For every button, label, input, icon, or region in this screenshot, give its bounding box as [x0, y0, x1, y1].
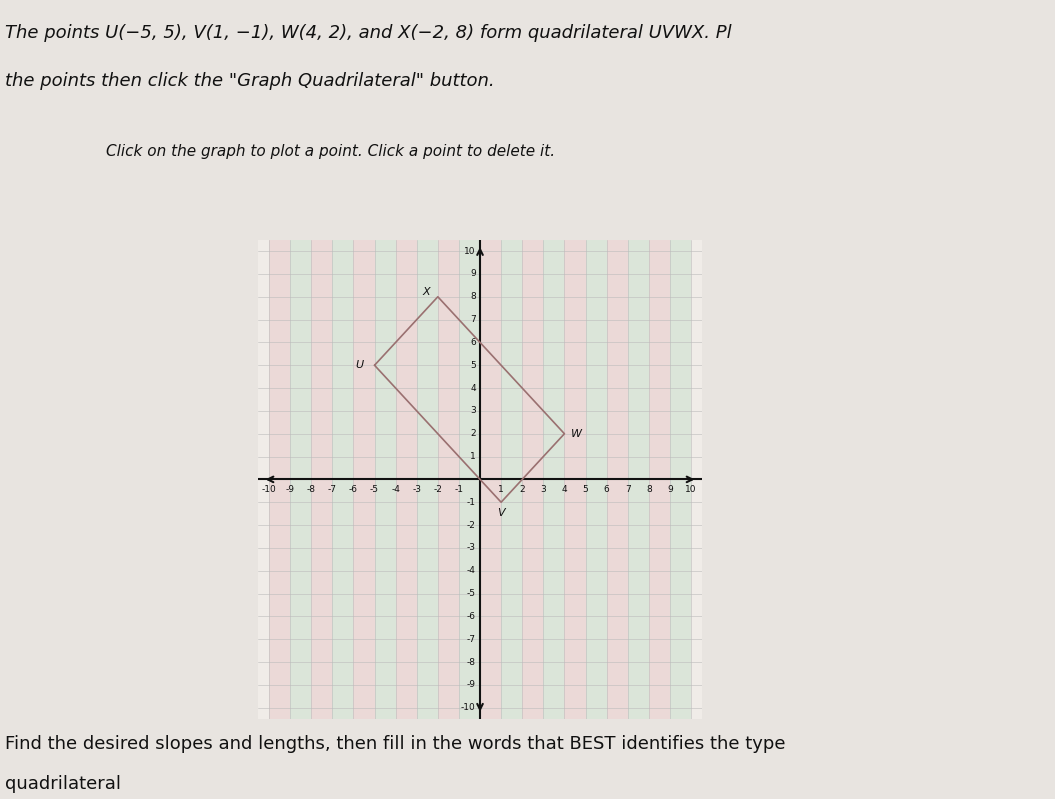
Text: W: W [571, 429, 581, 439]
Text: -4: -4 [467, 566, 476, 575]
Bar [628, 240, 649, 719]
Bar [564, 240, 586, 719]
Text: 5: 5 [582, 485, 589, 494]
Text: the points then click the "Graph Quadrilateral" button.: the points then click the "Graph Quadril… [5, 72, 495, 90]
Text: -10: -10 [461, 703, 476, 712]
Text: 9: 9 [471, 269, 476, 278]
Bar [290, 240, 311, 719]
Bar [417, 240, 438, 719]
Text: 8: 8 [471, 292, 476, 301]
Text: X: X [422, 287, 430, 297]
Text: The points U(−5, 5), V(1, −1), W(4, 2), and X(−2, 8) form quadrilateral UVWX. Pl: The points U(−5, 5), V(1, −1), W(4, 2), … [5, 24, 732, 42]
Text: -1: -1 [455, 485, 463, 494]
Text: -7: -7 [328, 485, 337, 494]
Text: 3: 3 [540, 485, 546, 494]
Text: -1: -1 [466, 498, 476, 507]
Bar [353, 240, 375, 719]
Bar [543, 240, 564, 719]
Text: 9: 9 [667, 485, 673, 494]
Text: -6: -6 [349, 485, 358, 494]
Text: 6: 6 [471, 338, 476, 347]
Bar [438, 240, 459, 719]
Text: 6: 6 [603, 485, 610, 494]
Bar [501, 240, 522, 719]
Text: -2: -2 [434, 485, 442, 494]
Text: -7: -7 [466, 634, 476, 644]
Text: -3: -3 [466, 543, 476, 552]
Text: -2: -2 [467, 521, 476, 530]
Bar [311, 240, 332, 719]
Text: -8: -8 [466, 658, 476, 666]
Text: Click on the graph to plot a point. Click a point to delete it.: Click on the graph to plot a point. Clic… [106, 144, 555, 159]
Text: 8: 8 [646, 485, 652, 494]
Text: -10: -10 [262, 485, 276, 494]
Bar [522, 240, 543, 719]
Text: -5: -5 [370, 485, 379, 494]
Bar [396, 240, 417, 719]
Bar [649, 240, 670, 719]
Text: -4: -4 [391, 485, 400, 494]
Bar [586, 240, 607, 719]
Text: 2: 2 [471, 429, 476, 438]
Text: -3: -3 [413, 485, 421, 494]
Text: -5: -5 [466, 589, 476, 598]
Text: Find the desired slopes and lengths, then fill in the words that BEST identifies: Find the desired slopes and lengths, the… [5, 735, 786, 753]
Bar [375, 240, 396, 719]
Text: -9: -9 [466, 681, 476, 690]
Text: 1: 1 [471, 452, 476, 461]
Text: -8: -8 [307, 485, 315, 494]
Text: 4: 4 [471, 384, 476, 392]
Bar [459, 240, 480, 719]
Text: 10: 10 [686, 485, 696, 494]
Bar [332, 240, 353, 719]
Text: 5: 5 [471, 361, 476, 370]
Text: V: V [497, 507, 505, 518]
Bar [670, 240, 691, 719]
Text: quadrilateral: quadrilateral [5, 775, 121, 793]
Text: -6: -6 [466, 612, 476, 621]
Text: 10: 10 [464, 247, 476, 256]
Text: 2: 2 [519, 485, 525, 494]
Text: 3: 3 [471, 407, 476, 415]
Text: 7: 7 [625, 485, 631, 494]
Text: -9: -9 [286, 485, 294, 494]
Text: 4: 4 [561, 485, 568, 494]
Text: U: U [356, 360, 364, 370]
Bar [607, 240, 628, 719]
Bar [269, 240, 290, 719]
Text: 1: 1 [498, 485, 504, 494]
Text: 7: 7 [471, 315, 476, 324]
Bar [480, 240, 501, 719]
